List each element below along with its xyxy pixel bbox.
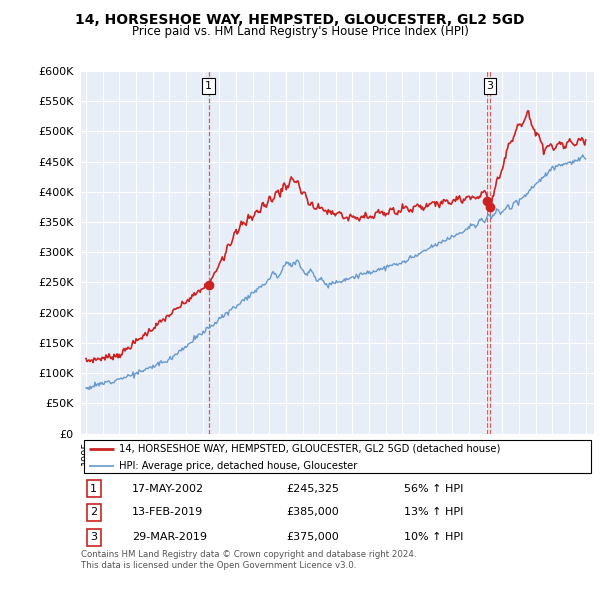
- Text: Contains HM Land Registry data © Crown copyright and database right 2024.: Contains HM Land Registry data © Crown c…: [81, 550, 416, 559]
- Text: 1: 1: [205, 81, 212, 91]
- Text: This data is licensed under the Open Government Licence v3.0.: This data is licensed under the Open Gov…: [81, 560, 356, 569]
- Text: 17-MAY-2002: 17-MAY-2002: [133, 484, 205, 494]
- Text: 13% ↑ HPI: 13% ↑ HPI: [404, 507, 464, 517]
- Text: 10% ↑ HPI: 10% ↑ HPI: [404, 532, 464, 542]
- Text: 56% ↑ HPI: 56% ↑ HPI: [404, 484, 464, 494]
- Text: 14, HORSESHOE WAY, HEMPSTED, GLOUCESTER, GL2 5GD (detached house): 14, HORSESHOE WAY, HEMPSTED, GLOUCESTER,…: [119, 444, 501, 454]
- Text: 14, HORSESHOE WAY, HEMPSTED, GLOUCESTER, GL2 5GD: 14, HORSESHOE WAY, HEMPSTED, GLOUCESTER,…: [75, 13, 525, 27]
- Text: Price paid vs. HM Land Registry's House Price Index (HPI): Price paid vs. HM Land Registry's House …: [131, 25, 469, 38]
- Text: 29-MAR-2019: 29-MAR-2019: [133, 532, 208, 542]
- FancyBboxPatch shape: [83, 440, 592, 473]
- Text: £375,000: £375,000: [286, 532, 339, 542]
- Text: HPI: Average price, detached house, Gloucester: HPI: Average price, detached house, Glou…: [119, 461, 358, 471]
- Text: £245,325: £245,325: [286, 484, 339, 494]
- Text: 1: 1: [91, 484, 97, 494]
- Text: 3: 3: [91, 532, 97, 542]
- Text: £385,000: £385,000: [286, 507, 339, 517]
- Text: 13-FEB-2019: 13-FEB-2019: [133, 507, 203, 517]
- Text: 2: 2: [90, 507, 97, 517]
- Text: 3: 3: [487, 81, 493, 91]
